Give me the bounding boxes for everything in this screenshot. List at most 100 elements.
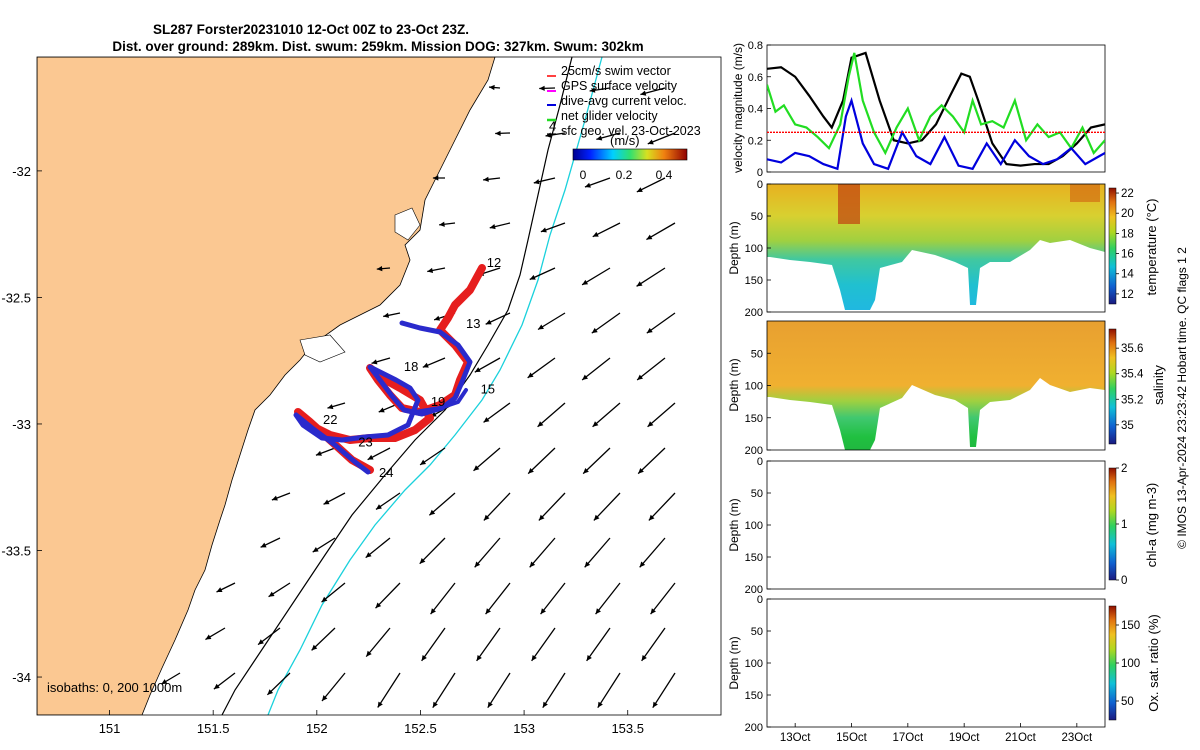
track-day-labels: 12 13 15 18 19 22 23 24 4 [323,118,556,480]
velocity-vector-head-61 [419,558,426,564]
velocity-vector-head-51 [323,499,330,505]
velocity-vector-head-14 [489,224,496,230]
date-tick-label-4: 21Oct [1005,732,1036,744]
colorbar-tick-label-2-0: 12 [1121,289,1134,301]
velocity-vector-head-40 [537,421,544,427]
depth-tick-label-3-0: 50 [751,348,763,360]
velocity-vector-head-31 [422,362,429,368]
map-x-tick-label-4: 153 [513,721,535,736]
depth-tick-label-2-0: 0 [757,179,763,191]
velocity-vector-49 [637,447,666,475]
date-tick-label-1: 15Oct [836,732,867,744]
depth-tick-label-4-4: 200 [745,584,763,596]
velocity-vector-head-34 [582,374,588,380]
oxygen-colorbar-label: Ox. sat. ratio (%) [1146,614,1161,712]
depth-tick-label-2-4: 200 [745,307,763,319]
colorbar-tick-label-4-1: 1 [1121,519,1127,531]
temperature-panel: 0 50 100 150 200 12 14 16 18 20 22 Depth (m) tempe… [727,179,1159,319]
velocity-vector-head-92 [597,701,603,708]
depth-tick-label-5-4: 200 [745,722,763,734]
velocity-vector-head-72 [540,608,546,615]
velocity-vector-head-52 [375,504,382,510]
velocity-vector-head-70 [430,608,436,615]
velocity-vector-head-44 [367,454,374,460]
velocity-ylabel: velocity magnitude (m/s) [731,43,745,173]
velocity-series-line-2 [767,96,1105,171]
velocity-vector-head-8 [432,175,439,181]
velocity-vector-head-88 [377,701,383,708]
velocity-vector-head-50 [271,495,278,501]
track-label-5: 22 [323,412,337,427]
velocity-vector-head-36 [327,404,334,410]
velocity-vector-head-1 [539,85,545,91]
temperature-colorbar [1108,187,1117,305]
map-y-ticks: -32 -32.5 -33 -33.5 -34 [1,164,42,685]
velocity-vector-head-9 [483,176,489,182]
velocity-vector-17 [646,222,676,241]
chla-colorbar [1108,467,1117,581]
velocity-vector-head-84 [161,679,168,685]
velocity-vector-head-47 [528,468,534,474]
velocity-vector-head-76 [258,639,264,645]
velocity-vector-63 [529,537,556,568]
velocity-vector-head-6 [596,135,603,141]
salinity-colorbar [1108,328,1117,445]
velocity-vector-head-66 [216,587,223,593]
velocity-vector-69 [375,582,401,609]
glider-track [293,264,486,475]
velocity-vector-head-59 [312,547,319,553]
velocity-vector-head-18 [376,266,383,272]
chla-colorbar-label: chl-a (mg m-3) [1144,483,1159,568]
velocity-vector-head-87 [321,695,328,702]
depth-tick-label-4-1: 50 [751,488,763,500]
velocity-vector-head-10 [533,179,540,185]
track-label-7: 24 [379,465,393,480]
depth-tick-label-3-3: 200 [745,445,763,457]
oxygen-colorbar [1108,605,1117,721]
velocity-vector-head-13 [439,221,445,227]
date-tick-label-2: 17Oct [892,732,923,744]
title-line-1: SL287 Forster20231010 12-Oct 00Z to 23-O… [153,22,469,37]
velocity-vector-head-30 [371,359,378,365]
map-x-ticks: 151 151.5 152 152.5 153 153.5 [99,710,644,736]
velocity-vector-head-71 [485,608,491,615]
velocity-vector-head-45 [420,459,427,465]
temperature-warm-core [838,184,860,224]
velocity-vector-head-90 [487,701,493,708]
colorbar-tick-label-2-1: 14 [1121,269,1134,281]
oxygen-panel: 0 50 100 150 200 50 100 150 13Oct 15Oct 17Oct 19Oc… [727,594,1161,744]
salinity-depth-label: Depth (m) [727,358,741,411]
track-label-4: 19 [431,394,445,409]
colorbar-tick-label-5-1: 100 [1121,658,1140,670]
map-legend: 25cm/s swim vector GPS surface velocity … [547,64,701,182]
velocity-vector-head-19 [427,267,434,274]
velocity-panel: 0 0.2 0.4 0.6 0.8 velocity magnitude (m/s) [731,40,1106,179]
velocity-vector-91 [542,672,566,709]
legend-dive-avg: dive-avg current veloc. [561,94,687,108]
coastal-inlet [299,207,421,363]
depth-tick-label-5-0: 0 [757,594,763,606]
depth-tick-label-5-2: 100 [745,658,763,670]
velocity-vector-head-91 [542,701,548,708]
velocity-vector-82 [586,627,611,662]
velocity-vector-head-2 [589,87,596,93]
oxygen-frame [766,598,1106,728]
velocity-vector-head-93 [652,701,658,708]
isobath-1000m [267,57,603,715]
date-axis-ticks: 13Oct 15Oct 17Oct 19Oct 21Oct 23Oct [780,723,1093,744]
map-y-tick-label-4: -34 [12,670,31,685]
velocity-vector-head-41 [592,421,599,427]
velocity-vector-74 [650,582,676,615]
track-label-1: 13 [466,316,480,331]
velocity-vector-head-29 [646,327,653,334]
velocity-vector-head-68 [321,596,328,603]
map-y-tick-label-2: -33 [12,417,31,432]
temperature-ticks: 0 50 100 150 200 12 14 16 18 20 22 [745,179,1135,319]
salinity-field [767,321,1105,450]
track-label-2: 15 [481,382,495,397]
colorbar-tick-1: 0.2 [616,168,633,182]
velocity-vector-head-25 [434,315,441,321]
depth-tick-label-5-1: 50 [751,626,763,638]
colorbar-tick-label-4-0: 0 [1121,575,1127,587]
velocity-vector-head-74 [650,608,656,615]
